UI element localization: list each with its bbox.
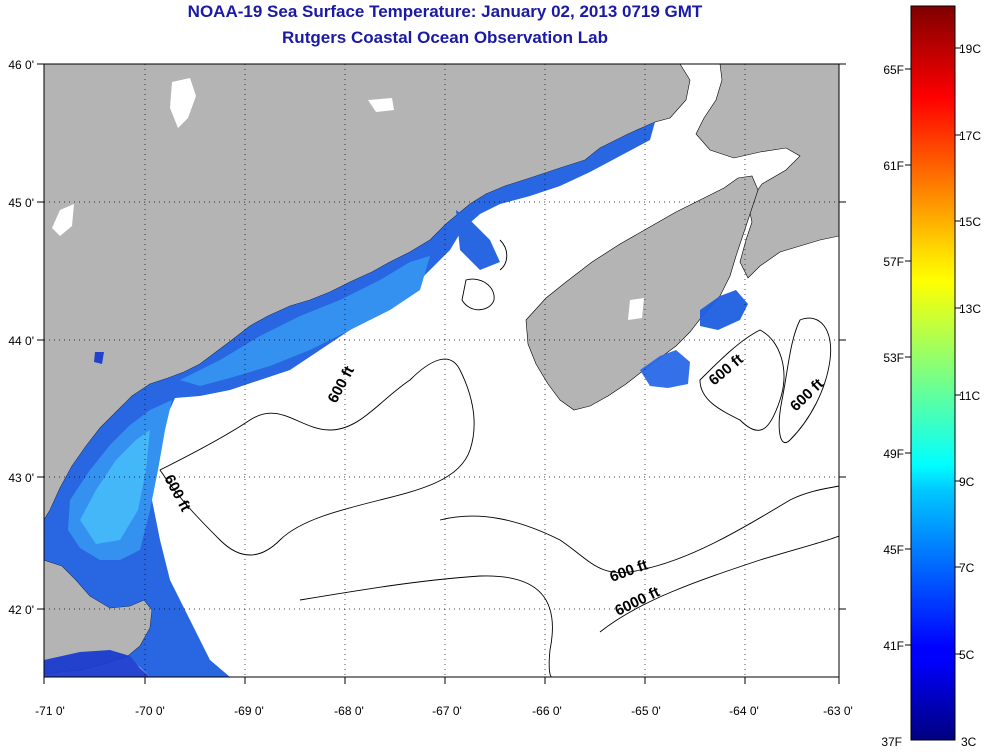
colorbar-c-label: 5C	[959, 648, 975, 662]
map-title: NOAA-19 Sea Surface Temperature: January…	[187, 2, 703, 21]
inland-lake	[368, 98, 394, 112]
lon-label: -65 0'	[631, 704, 661, 718]
colorbar-f-label: 61F	[883, 159, 904, 173]
lon-label: -68 0'	[334, 704, 364, 718]
inland-lake	[628, 298, 644, 320]
colorbar-f-label: 53F	[883, 351, 904, 365]
colorbar-f-label: 57F	[883, 255, 904, 269]
lon-label: -64 0'	[729, 704, 759, 718]
axis-ticks	[37, 63, 846, 684]
longitude-labels: -71 0' -70 0' -69 0' -68 0' -67 0' -66 0…	[35, 704, 853, 718]
colorbar-f-label: 65F	[883, 63, 904, 77]
sst-coverage	[44, 122, 748, 677]
land-nova-scotia	[525, 175, 759, 411]
lat-label: 42 0'	[8, 603, 34, 617]
map-subtitle: Rutgers Coastal Ocean Observation Lab	[282, 28, 608, 47]
map-area: 600 ft 600 ft 600 ft 600 ft 600 ft 6000 …	[44, 64, 839, 677]
lon-label: -63 0'	[823, 704, 853, 718]
latitude-labels: 46 0' 45 0' 44 0' 43 0' 42 0'	[8, 58, 34, 617]
colorbar-c-label: 13C	[959, 302, 981, 316]
colorbar-c-label: 19C	[959, 42, 981, 56]
colorbar-c-label: 15C	[959, 215, 981, 229]
inland-lake	[52, 204, 74, 236]
lon-label: -70 0'	[135, 704, 165, 718]
colorbar-f-label: 37F	[881, 735, 902, 749]
colorbar-f-label: 45F	[883, 543, 904, 557]
lat-label: 45 0'	[8, 196, 34, 210]
lon-label: -66 0'	[532, 704, 562, 718]
colorbar-f-label: 41F	[883, 639, 904, 653]
lon-label: -67 0'	[432, 704, 462, 718]
colorbar-c-label: 11C	[959, 389, 980, 403]
inland-lake	[170, 78, 196, 128]
colorbar-gradient	[910, 5, 956, 741]
colorbar-c-label: 7C	[959, 561, 975, 575]
lon-label: -69 0'	[234, 704, 264, 718]
lat-label: 43 0'	[8, 471, 34, 485]
map-frame	[43, 63, 840, 678]
colorbar-c-label: 3C	[961, 735, 977, 749]
lon-label: -71 0'	[35, 704, 65, 718]
colorbar: 19C 17C 15C 13C 11C 9C 7C 5C 3C 65F 61F …	[881, 5, 981, 749]
lat-label: 46 0'	[8, 58, 34, 72]
depth-contours	[159, 239, 839, 677]
colorbar-f-label: 49F	[883, 447, 904, 461]
colorbar-c-label: 17C	[959, 129, 981, 143]
colorbar-c-label: 9C	[959, 475, 975, 489]
lat-label: 44 0'	[8, 334, 34, 348]
graticule	[44, 64, 839, 677]
